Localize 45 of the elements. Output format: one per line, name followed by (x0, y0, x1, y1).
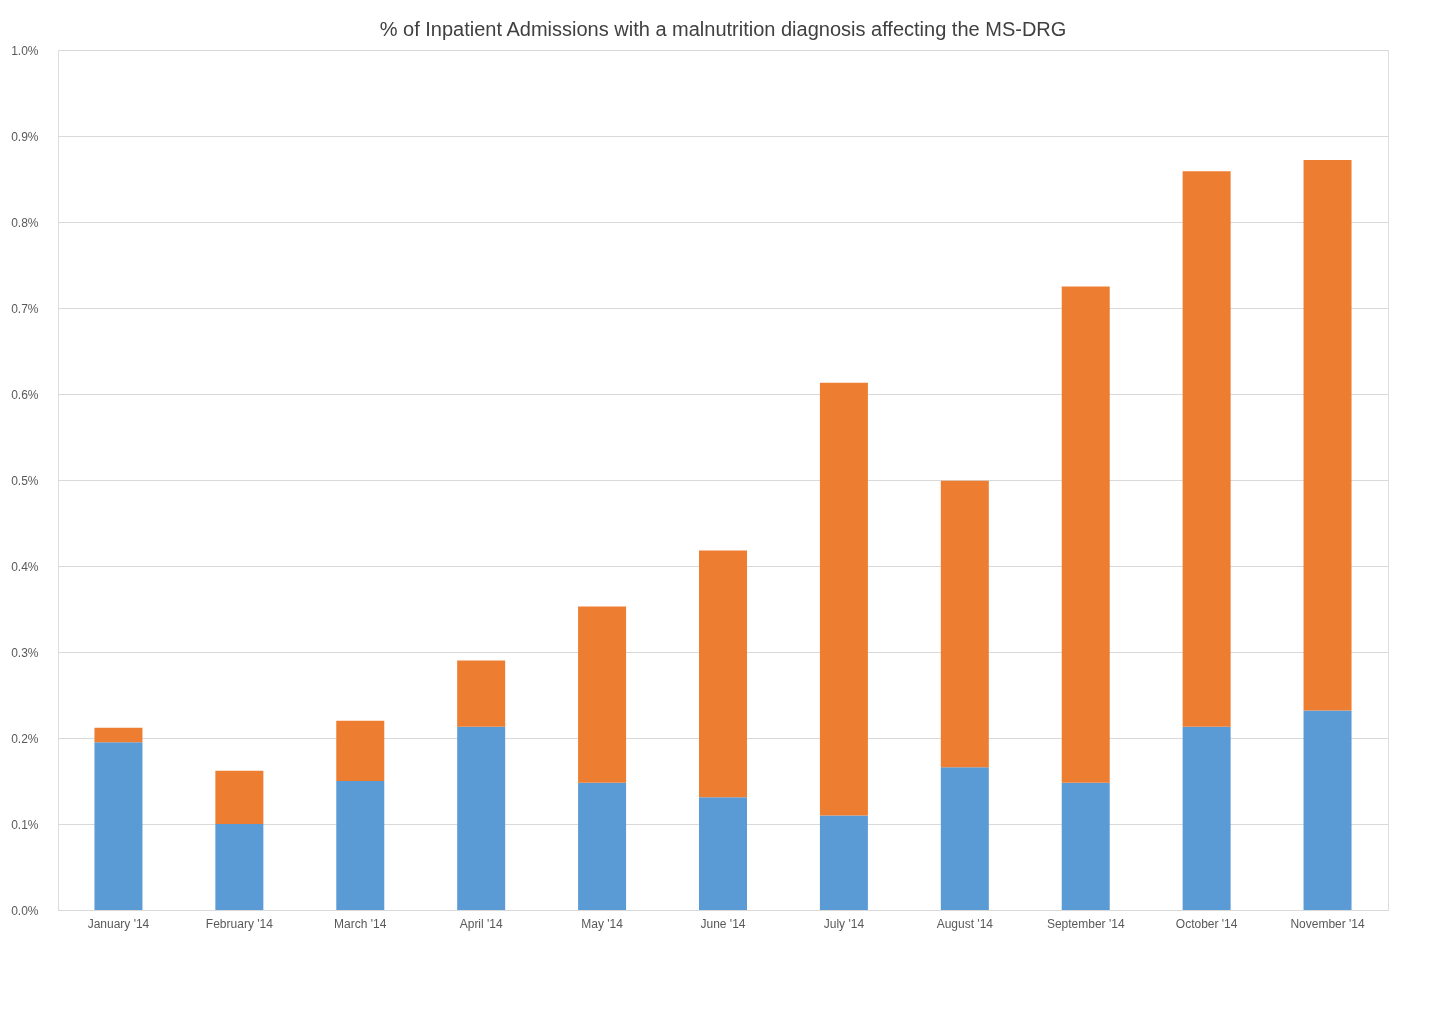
y-tick-label: 0.2% (11, 731, 39, 746)
bar (578, 782, 627, 910)
x-tick-label: October '14 (1175, 916, 1238, 931)
bar (1182, 171, 1231, 727)
bar (336, 720, 385, 781)
y-tick-label: 0.5% (11, 473, 39, 488)
bar (457, 726, 506, 910)
bar (578, 606, 627, 783)
y-tick-label: 0.8% (11, 215, 39, 230)
x-tick-label: May '14 (581, 916, 624, 931)
bar (457, 660, 506, 727)
y-tick-label: 0.3% (11, 645, 39, 660)
y-tick-label: 0.9% (11, 129, 39, 144)
y-tick-label: 0.4% (11, 559, 39, 574)
y-tick-label: 0.1% (11, 817, 39, 832)
x-tick-label: September '14 (1046, 916, 1125, 931)
x-tick-label: July '14 (823, 916, 865, 931)
bar (1182, 726, 1231, 910)
bar (1061, 286, 1110, 783)
x-tick-label: August '14 (936, 916, 994, 931)
bar (336, 781, 385, 910)
bar (215, 824, 264, 910)
chart-title: % of Inpatient Admissions with a malnutrition diagnosis affecting the MS-DRG (379, 18, 1067, 40)
bar (215, 770, 264, 824)
bar (699, 550, 747, 798)
x-tick-label: November '14 (1290, 916, 1366, 931)
bar (1303, 160, 1352, 711)
x-tick-label: March '14 (334, 916, 387, 931)
bar (94, 742, 143, 910)
x-tick-label: February '14 (205, 916, 274, 931)
bar (819, 815, 868, 910)
y-tick-label: 0.0% (11, 903, 39, 918)
y-tick-label: 1.0% (11, 43, 39, 58)
bar (1061, 782, 1110, 910)
bar (819, 382, 868, 816)
bar (940, 767, 989, 910)
x-tick-label: January '14 (87, 916, 150, 931)
y-tick-label: 0.6% (11, 387, 39, 402)
x-tick-label: June '14 (700, 916, 746, 931)
y-tick-label: 0.7% (11, 301, 39, 316)
x-tick-label: April '14 (459, 916, 503, 931)
bar (94, 727, 143, 743)
bar (1303, 710, 1352, 910)
bar (699, 797, 747, 910)
bar (940, 480, 989, 768)
